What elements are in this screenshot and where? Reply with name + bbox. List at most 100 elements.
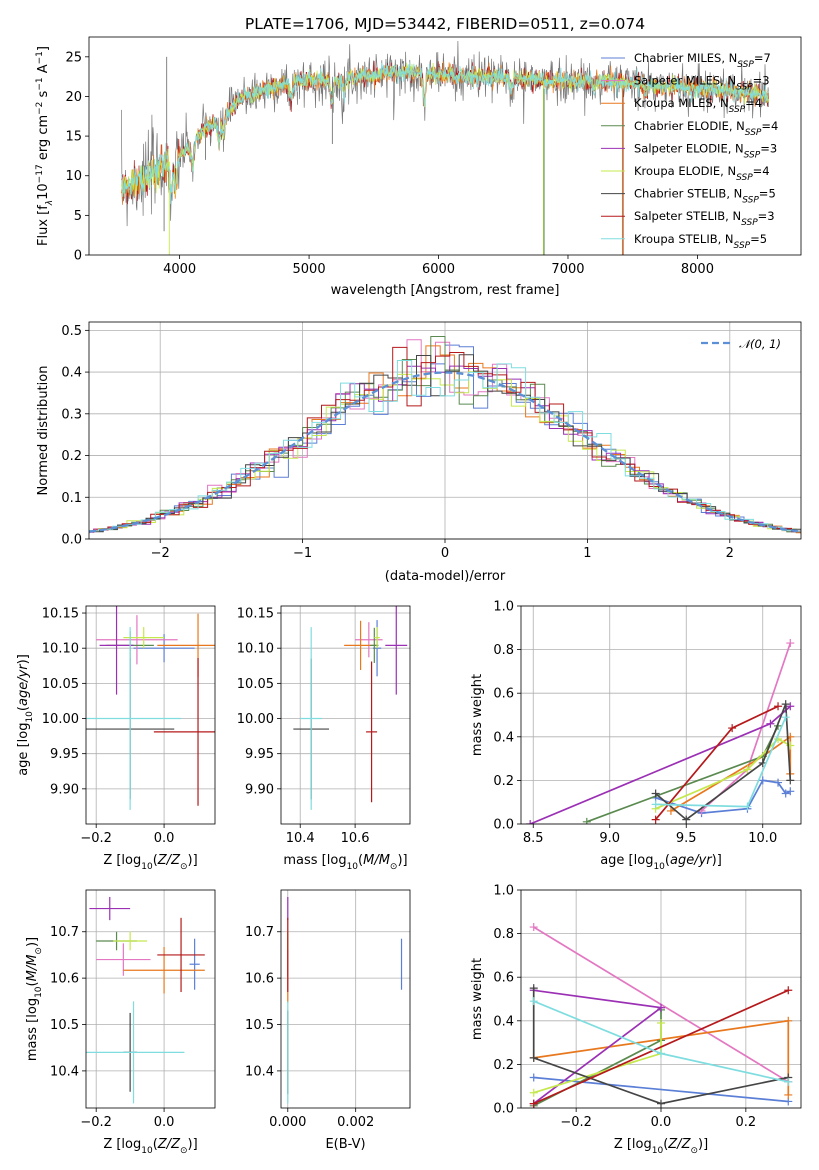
legend-count: 3 bbox=[770, 141, 777, 155]
weight-marker bbox=[781, 713, 790, 722]
legend-model: Chabrier STELIB bbox=[634, 187, 726, 201]
x-tick-label: 8000 bbox=[681, 262, 714, 277]
label-subscript: 10 bbox=[652, 1146, 664, 1156]
weight-marker bbox=[529, 1053, 538, 1062]
legend-model: Salpeter ELODIE bbox=[634, 141, 728, 155]
label-italic: age/yr bbox=[16, 663, 31, 706]
legend-eq: = bbox=[753, 164, 763, 178]
y-tick-label: 0.4 bbox=[61, 366, 82, 381]
y-tick-label: 10.15 bbox=[237, 607, 274, 622]
x-tick-label: 9.5 bbox=[676, 831, 697, 846]
weight-marker bbox=[784, 1016, 793, 1025]
label-italic: M/M bbox=[363, 853, 390, 868]
weight-marker bbox=[657, 1049, 665, 1058]
label-part: )] bbox=[698, 1137, 708, 1152]
legend-entry: Kroupa MILES, NSSP=4 bbox=[634, 96, 762, 115]
weight-marker bbox=[682, 815, 691, 824]
axes-frame bbox=[520, 605, 802, 825]
label-part: A bbox=[36, 64, 51, 77]
label-subscript: ⊙ bbox=[390, 862, 398, 872]
weight-marker bbox=[651, 800, 660, 809]
x-tick-label: 0.0 bbox=[154, 1115, 175, 1130]
label-part: ] bbox=[36, 46, 51, 51]
axes-frame bbox=[520, 889, 802, 1109]
legend-entry: Chabrier STELIB, NSSP=5 bbox=[634, 187, 776, 206]
weight-marker bbox=[529, 1099, 538, 1108]
legend-entry: Salpeter ELODIE, NSSP=3 bbox=[634, 141, 777, 160]
plot-area bbox=[86, 606, 215, 810]
y-tick-label: 5 bbox=[74, 209, 82, 224]
legend-count: 4 bbox=[771, 119, 778, 133]
x-tick-label: 0.0 bbox=[154, 831, 175, 846]
residual-histogram bbox=[89, 346, 801, 533]
legend-subscript: SSP bbox=[729, 105, 746, 115]
y-axis-label: mass weight bbox=[470, 958, 485, 1040]
y-tick-label: 0.4 bbox=[493, 1014, 514, 1029]
legend-prefix: , N bbox=[721, 51, 737, 65]
x-tick-label: −0.2 bbox=[80, 831, 112, 846]
label-paren: )] bbox=[16, 654, 31, 664]
y-tick-label: 9.90 bbox=[50, 782, 79, 797]
legend-prefix: , N bbox=[713, 96, 729, 110]
label-subscript: ⊙ bbox=[180, 1146, 188, 1156]
y-tick-label: 0.6 bbox=[493, 971, 514, 986]
x-tick-label: −0.2 bbox=[560, 1115, 592, 1130]
weight-marker bbox=[786, 639, 795, 648]
weight-marker bbox=[526, 820, 535, 824]
y-tick-label: 10.10 bbox=[42, 642, 79, 657]
residual-histogram bbox=[89, 354, 801, 534]
weight-series-line bbox=[670, 735, 792, 812]
plot-area bbox=[89, 336, 801, 534]
label-part: )] bbox=[25, 937, 40, 947]
legend-subscript: SSP bbox=[736, 83, 753, 93]
y-tick-label: 10.4 bbox=[245, 1064, 274, 1079]
weight-vs-metallicity-panel: −0.2 0.0 0.2 0.0 0.2 0.4 0.6 0.8 1.0 Z [log10(Z/Z… bbox=[470, 884, 802, 1156]
label-italic: age/yr bbox=[670, 853, 713, 868]
x-tick-label: 4000 bbox=[163, 262, 196, 277]
residuals-panel: −2 −1 0 1 2 0.0 0.1 0.2 0.3 0.4 0.5 𝒩(0, 1) (data-mo… bbox=[36, 321, 802, 584]
label-part: mass [log bbox=[283, 853, 346, 868]
axes-frame bbox=[88, 321, 802, 540]
label-part: −2 bbox=[35, 102, 45, 115]
weight-marker bbox=[781, 789, 790, 798]
label-paren: ( bbox=[16, 706, 31, 711]
legend-eq: = bbox=[750, 232, 760, 246]
x-tick-label: −2 bbox=[151, 546, 170, 561]
weight-series-line bbox=[655, 737, 791, 810]
label-part: )] bbox=[188, 1137, 198, 1152]
label-part: Z [log bbox=[614, 1137, 652, 1152]
weight-marker bbox=[784, 986, 793, 995]
legend-count: 7 bbox=[763, 51, 770, 65]
legend-eq: = bbox=[759, 187, 769, 201]
weight-marker bbox=[781, 700, 790, 709]
label-part: −1 bbox=[35, 51, 45, 64]
weight-marker bbox=[774, 702, 783, 711]
legend-entry: Chabrier MILES, NSSP=7 bbox=[634, 51, 771, 70]
y-tick-label: 0.2 bbox=[493, 1058, 514, 1073]
legend-model: Kroupa MILES bbox=[634, 96, 713, 110]
label-paren: ( bbox=[358, 853, 363, 868]
axes-frame bbox=[85, 889, 216, 1109]
legend-eq: = bbox=[760, 141, 770, 155]
weight-marker bbox=[657, 1003, 665, 1012]
legend-model: Kroupa ELODIE bbox=[634, 164, 720, 178]
label-paren: ( bbox=[663, 1137, 668, 1152]
weight-marker bbox=[786, 702, 795, 711]
weight-marker bbox=[657, 1099, 665, 1108]
legend-subscript: SSP bbox=[742, 196, 759, 206]
weight-marker bbox=[784, 1077, 793, 1086]
legend-eq: = bbox=[761, 119, 771, 133]
legend-eq: = bbox=[754, 51, 764, 65]
x-tick-label: 7000 bbox=[551, 262, 584, 277]
x-tick-label: 0.0 bbox=[651, 1115, 672, 1130]
y-tick-label: 9.95 bbox=[50, 747, 79, 762]
legend-entry: Salpeter STELIB, NSSP=3 bbox=[634, 209, 775, 228]
x-tick-label: 0.002 bbox=[337, 1115, 374, 1130]
label-subscript: 10 bbox=[25, 711, 35, 723]
figure-title: PLATE=1706, MJD=53442, FIBERID=0511, z=0… bbox=[245, 15, 645, 33]
label-paren: ( bbox=[153, 1137, 158, 1152]
weight-marker bbox=[743, 802, 752, 811]
y-tick-label: 10.7 bbox=[50, 925, 79, 940]
x-tick-label: 10.6 bbox=[341, 831, 370, 846]
